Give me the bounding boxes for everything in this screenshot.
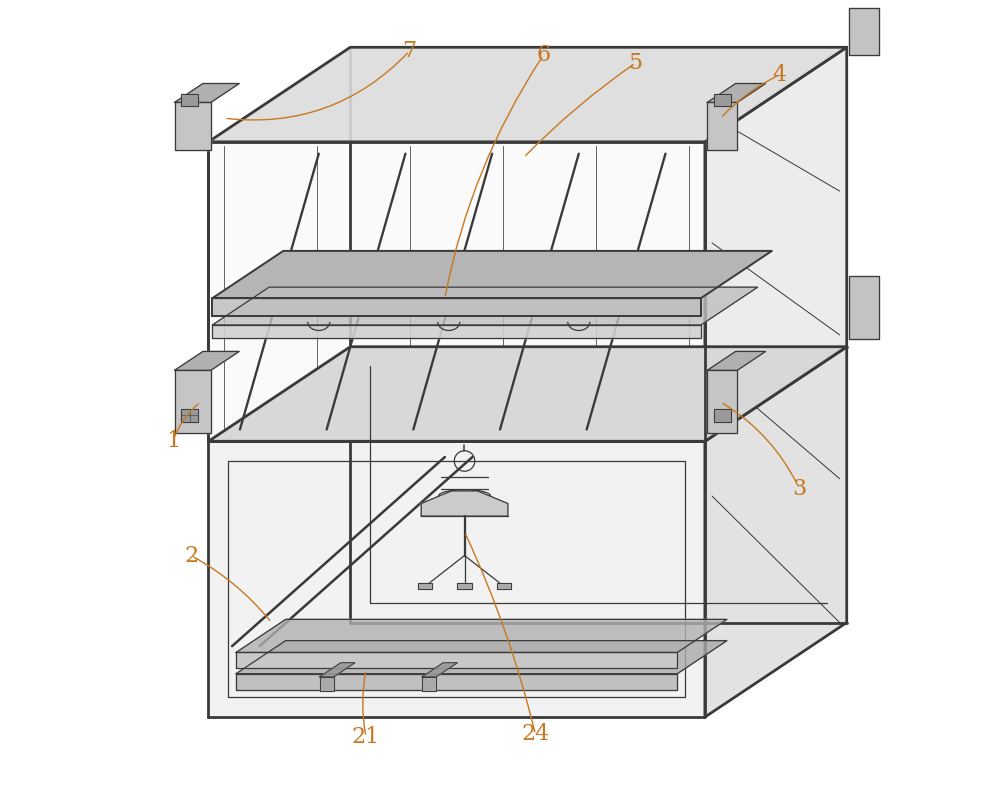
Polygon shape [208, 47, 847, 142]
Polygon shape [175, 102, 211, 150]
Polygon shape [705, 347, 847, 717]
Polygon shape [705, 47, 847, 441]
Polygon shape [208, 441, 705, 717]
Polygon shape [208, 142, 705, 441]
Polygon shape [181, 94, 198, 106]
Polygon shape [422, 663, 457, 677]
Polygon shape [707, 351, 766, 370]
Text: 4: 4 [773, 64, 787, 86]
Polygon shape [707, 370, 737, 433]
Polygon shape [212, 298, 701, 315]
Polygon shape [208, 347, 847, 441]
Polygon shape [175, 351, 239, 370]
Polygon shape [714, 409, 731, 422]
Polygon shape [497, 583, 511, 589]
Polygon shape [212, 251, 772, 298]
Polygon shape [175, 84, 239, 102]
Polygon shape [457, 583, 472, 589]
Polygon shape [714, 94, 731, 106]
Polygon shape [175, 370, 211, 433]
Polygon shape [320, 663, 355, 677]
Polygon shape [707, 84, 766, 102]
Polygon shape [181, 409, 198, 422]
Text: 24: 24 [521, 723, 550, 745]
Polygon shape [849, 8, 879, 55]
Polygon shape [421, 491, 508, 516]
Polygon shape [212, 287, 758, 325]
Polygon shape [236, 619, 727, 652]
Text: 1: 1 [166, 430, 180, 452]
Text: 3: 3 [792, 478, 807, 500]
Text: 2: 2 [184, 545, 198, 567]
Polygon shape [236, 641, 727, 674]
Polygon shape [236, 652, 677, 668]
Text: 5: 5 [628, 52, 643, 74]
Polygon shape [320, 677, 334, 691]
Polygon shape [236, 674, 677, 690]
Polygon shape [707, 102, 737, 150]
Text: 6: 6 [536, 44, 550, 66]
Text: 7: 7 [402, 40, 416, 62]
Polygon shape [422, 677, 436, 691]
Polygon shape [849, 276, 879, 339]
Polygon shape [212, 325, 701, 337]
Polygon shape [418, 583, 432, 589]
Text: 21: 21 [352, 726, 380, 748]
